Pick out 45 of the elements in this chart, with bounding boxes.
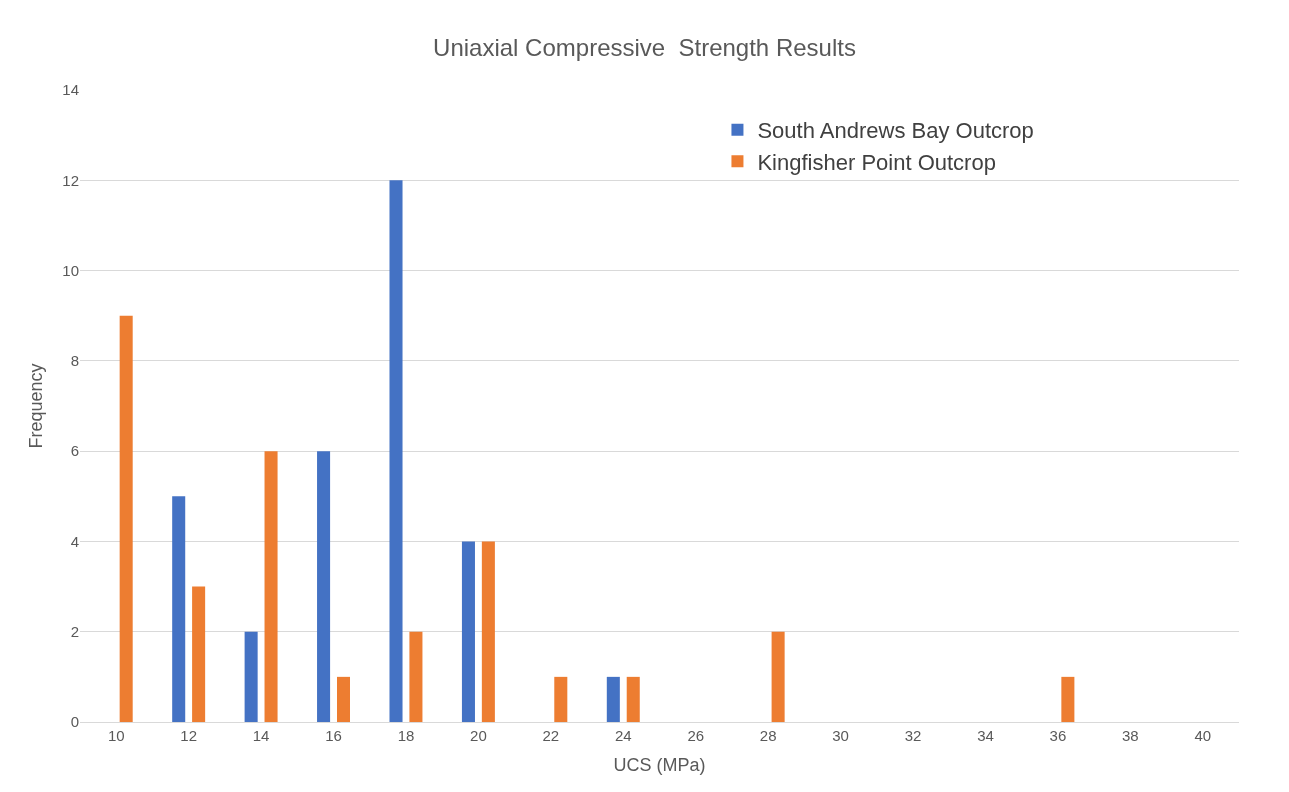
y-tick-label: 12 [62,171,79,189]
bar [389,180,403,722]
bar [1061,676,1075,722]
x-tick-label: 26 [687,727,705,744]
x-tick-label: 14 [252,727,270,744]
y-axis-title: Frequency [25,363,46,449]
y-tick-label: 2 [70,622,79,640]
x-tick-label: 20 [470,727,487,744]
x-tick-label: 16 [325,727,342,744]
bar [409,631,423,722]
bar [119,315,133,722]
y-tick-label: 8 [70,352,79,370]
bar [481,541,495,722]
legend-label: South Andrews Bay Outcrop [757,118,1034,144]
x-tick-label: 12 [180,727,197,744]
x-tick-label: 18 [397,727,415,744]
y-tick-label: 10 [62,261,79,279]
x-tick-label: 40 [1194,727,1212,744]
bar [461,541,475,722]
x-tick-label: 38 [1122,727,1139,744]
x-tick-label: 24 [614,727,632,744]
x-tick-label: 34 [977,727,994,744]
bar [771,631,785,722]
y-tick-label: 0 [70,713,79,731]
bar [244,631,258,722]
x-tick-label: 32 [904,727,922,744]
y-tick-label: 14 [62,81,79,99]
bar [192,586,206,722]
bar [336,676,351,722]
x-tick-label: 30 [832,727,849,744]
bar [264,451,278,722]
legend-label: Kingfisher Point Outcrop [757,149,996,175]
x-tick-label: 22 [542,727,560,744]
bar [606,676,620,722]
bar [172,496,186,722]
bar [554,676,568,722]
x-tick-label: 36 [1049,727,1067,744]
bar [317,451,331,722]
x-axis-title: UCS (MPa) [613,755,706,776]
y-tick-label: 4 [70,532,79,550]
x-tick-label: 28 [759,727,777,744]
x-tick-label: 10 [107,727,125,744]
chart-title: Uniaxial Compressive Strength Results [433,34,856,62]
y-tick-label: 6 [70,442,79,460]
bar [626,676,640,722]
